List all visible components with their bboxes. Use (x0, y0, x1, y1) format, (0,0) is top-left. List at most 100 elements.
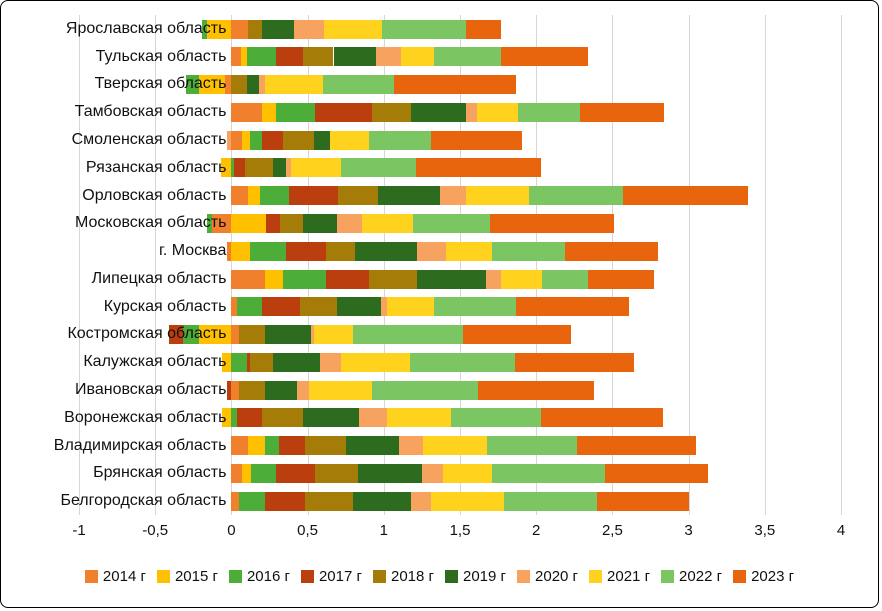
bar-row (79, 98, 841, 126)
bar-segment-2017 (275, 47, 304, 67)
legend-label: 2014 г (102, 568, 146, 585)
bar-segment-2019 (303, 408, 360, 428)
bar-segment-2019 (354, 241, 418, 261)
bar-segment-2016 (237, 297, 262, 317)
bar-segment-2020 (336, 213, 363, 233)
x-tick-label: 4 (836, 522, 846, 539)
bar-segment-2019 (353, 491, 412, 511)
bar-segment-2018 (248, 19, 262, 39)
bar-segment-2014 (231, 130, 243, 150)
category-label: Рязанская область (85, 158, 227, 176)
x-tick-label: 1,5 (449, 522, 471, 539)
bar-segment-2018 (338, 186, 378, 206)
bar-segment-2021 (313, 325, 354, 345)
bar-segment-2017 (226, 380, 232, 400)
bar-segment-2020 (359, 408, 387, 428)
bar-segment-2018 (231, 75, 247, 95)
bar-segment-2019 (417, 269, 486, 289)
legend-swatch-icon (84, 570, 98, 583)
bar-segment-2015 (242, 130, 250, 150)
bar-segment-2018 (245, 158, 273, 178)
plot-area: Ярославская область Тульская область Тверс… (54, 15, 842, 515)
bar-segment-2020 (319, 352, 342, 372)
bar-segment-2022 (368, 130, 432, 150)
bar-segment-2021 (431, 491, 505, 511)
bar-segment-2023 (415, 158, 541, 178)
bar-row (79, 126, 841, 154)
bar-segment-2018 (371, 102, 412, 122)
bar-segment-2020 (310, 325, 314, 345)
bar-segment-2023 (623, 186, 749, 206)
bar-segment-2020 (440, 186, 467, 206)
bar-segment-2017 (315, 102, 372, 122)
legend-item: 2020 г (517, 568, 578, 585)
bar-segment-2023 (604, 463, 709, 483)
bar-segment-2014 (231, 491, 239, 511)
legend-swatch-icon (517, 570, 531, 583)
category-label: Тамбовская область (74, 103, 227, 121)
bar-segment-2022 (353, 325, 464, 345)
bar-segment-2014 (225, 75, 232, 95)
bar-segment-2022 (341, 158, 416, 178)
legend-label: 2022 г (679, 568, 723, 585)
bar-segment-2015 (199, 75, 226, 95)
bar-segment-2014 (231, 463, 243, 483)
bar-segment-2018 (304, 436, 346, 456)
gridline (612, 15, 614, 515)
bar-segment-2023 (580, 102, 665, 122)
bar-segment-2016 (207, 213, 212, 233)
bar-segment-2018 (299, 297, 337, 317)
legend-swatch-icon (733, 570, 747, 583)
bar-segment-2015 (222, 352, 232, 372)
bar-row (79, 376, 841, 404)
bar-row (79, 487, 841, 515)
bar-segment-2018 (325, 241, 355, 261)
bar-segment-2015 (264, 269, 284, 289)
bar-row (79, 293, 841, 321)
bar-segment-2020 (421, 463, 444, 483)
bar-segment-2019 (264, 325, 311, 345)
bar-segment-2019 (377, 186, 441, 206)
bar-segment-2018 (261, 408, 304, 428)
bar-segment-2022 (528, 186, 624, 206)
bar-segment-2016 (251, 463, 276, 483)
bar-row (79, 459, 841, 487)
legend-swatch-icon (156, 570, 170, 583)
bar-segment-2023 (478, 380, 595, 400)
bar-segment-2020 (296, 380, 310, 400)
legend-item: 2016 г (228, 568, 290, 585)
bar-segment-2015 (231, 213, 267, 233)
gridline (460, 15, 461, 515)
category-label: Тверская область (94, 75, 227, 93)
bar-segment-2018 (303, 47, 334, 67)
bar-segment-2019 (357, 463, 422, 483)
bar-segment-2020 (417, 241, 447, 261)
bar-segment-2020 (293, 19, 325, 39)
gridline (764, 15, 766, 515)
category-label: Ивановская область (75, 381, 227, 398)
bar-segment-2022 (434, 47, 502, 67)
bar-segment-2017 (275, 463, 316, 483)
legend-swatch-icon (661, 570, 675, 583)
bar-segment-2022 (504, 491, 598, 511)
bar-segment-2021 (309, 380, 372, 400)
bar-segment-2018 (239, 380, 265, 400)
bar-segment-2014 (231, 47, 241, 67)
bar-segment-2023 (540, 408, 663, 428)
bar-segment-2018 (304, 491, 354, 511)
bar-segment-2021 (386, 297, 435, 317)
legend-label: 2023 г (751, 568, 795, 585)
category-label: Владимирская область (53, 436, 227, 454)
bar-segment-2017 (325, 269, 369, 289)
bar-segment-2020 (411, 491, 432, 511)
x-tick-label: 2 (532, 522, 541, 539)
legend-swatch-icon (589, 570, 603, 583)
bar-segment-2021 (362, 213, 413, 233)
category-label: Белгородская область (60, 492, 227, 510)
bar-segment-2022 (371, 380, 479, 400)
legend: 2014 г 2015 г 2016 г 2017 г 2018 г 2019 г 2020… (1, 568, 878, 585)
bar-segment-2021 (386, 408, 451, 428)
bar-segment-2015 (261, 102, 276, 122)
legend-item: 2019 г (445, 568, 506, 585)
